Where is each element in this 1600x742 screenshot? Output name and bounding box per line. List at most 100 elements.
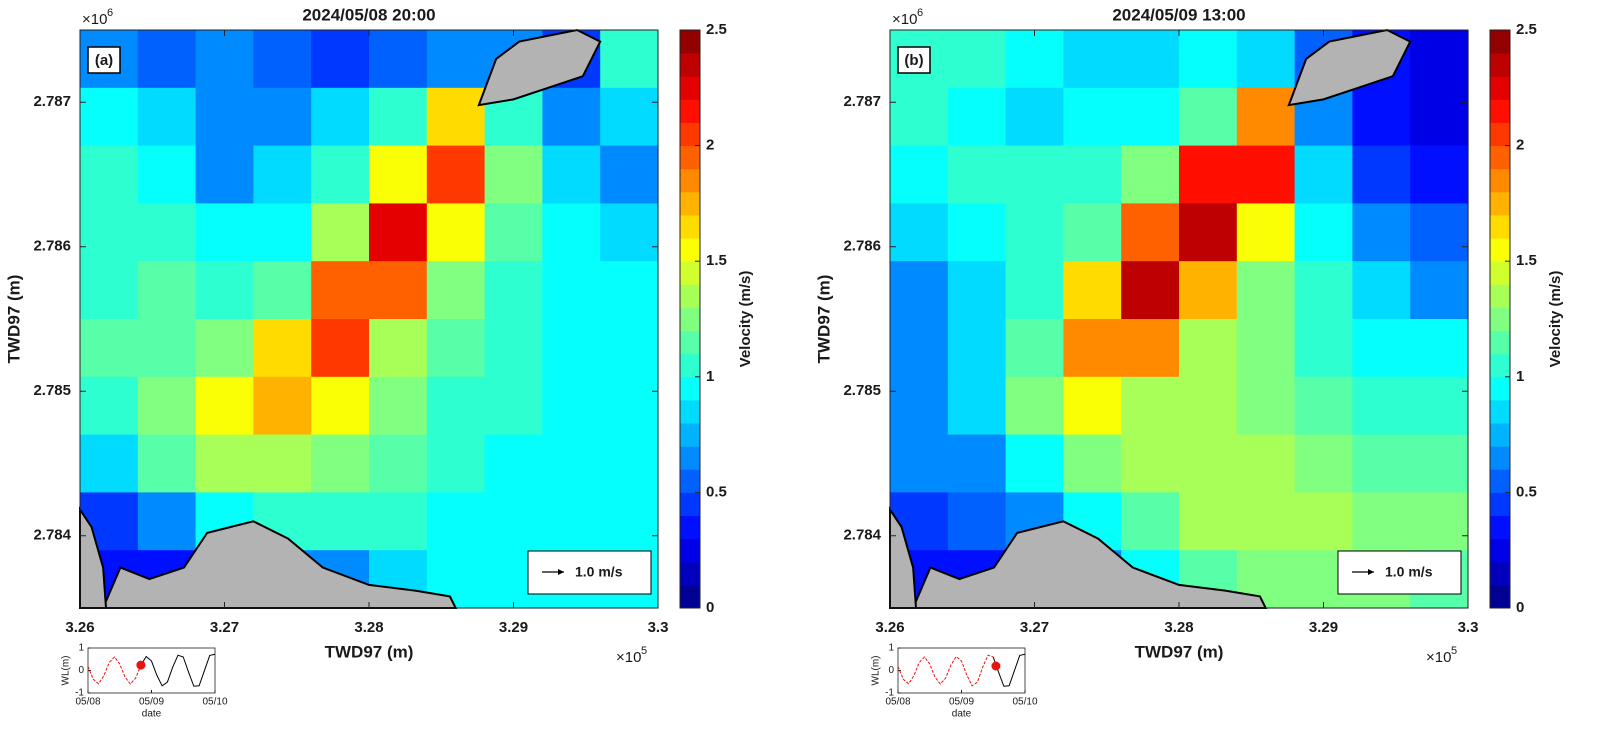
colorbar-segment: [1490, 214, 1510, 239]
velocity-cell: [600, 87, 659, 147]
velocity-cell: [1294, 261, 1353, 320]
velocity-cell: [1121, 376, 1180, 436]
colorbar-segment: [1490, 168, 1510, 193]
colorbar-segment: [1490, 30, 1510, 54]
colorbar-segment: [680, 423, 700, 447]
y-tick-label: 2.785: [843, 382, 881, 399]
velocity-cell: [1410, 434, 1469, 493]
velocity-cell: [137, 492, 197, 551]
colorbar-segment: [1490, 399, 1510, 424]
velocity-cell: [947, 376, 1007, 436]
x-axis-label: TWD97 (m): [1135, 642, 1224, 661]
velocity-cell: [1063, 434, 1122, 493]
velocity-cell: [1352, 492, 1411, 551]
velocity-cell: [1121, 261, 1180, 320]
velocity-cell: [195, 261, 254, 320]
velocity-cell: [1294, 203, 1353, 262]
velocity-cell: [1236, 87, 1296, 147]
velocity-cell: [253, 30, 312, 89]
velocity-cell: [369, 30, 428, 89]
velocity-cell: [600, 145, 659, 204]
velocity-cell: [890, 376, 949, 436]
velocity-cell: [1236, 492, 1296, 551]
colorbar-tick-label: 1: [706, 368, 714, 385]
velocity-cell: [1121, 434, 1180, 493]
chart-title: 2024/05/09 13:00: [1112, 5, 1245, 24]
inset-y-tick-label: -1: [75, 688, 84, 699]
colorbar-segment: [1490, 145, 1510, 170]
velocity-cell: [137, 434, 197, 493]
velocity-cell: [1179, 492, 1238, 551]
velocity-cell: [542, 145, 601, 204]
velocity-cell: [542, 376, 601, 436]
velocity-cell: [1005, 319, 1064, 378]
velocity-cell: [253, 261, 312, 320]
velocity-cell: [600, 434, 659, 493]
colorbar-segment: [680, 561, 700, 586]
x-tick-label: 3.3: [648, 619, 669, 636]
velocity-cell: [426, 203, 486, 262]
velocity-cell: [1410, 87, 1469, 147]
velocity-cell: [484, 203, 543, 262]
velocity-cell: [195, 376, 254, 436]
velocity-cell: [1236, 376, 1296, 436]
y-multiplier: ×10: [892, 11, 917, 28]
velocity-cell: [253, 145, 312, 204]
quiver-key-arrowhead: [1368, 569, 1374, 575]
velocity-cell: [426, 376, 486, 436]
x-multiplier-exponent: 5: [641, 645, 647, 657]
colorbar-segment: [680, 214, 700, 239]
colorbar-segment: [1490, 492, 1510, 517]
colorbar-segment: [680, 399, 700, 424]
velocity-cell: [1410, 30, 1469, 89]
land: [101, 520, 458, 609]
velocity-cell: [195, 319, 254, 378]
velocity-cell: [1063, 319, 1122, 378]
velocity-cell: [80, 203, 139, 262]
velocity-cell: [426, 30, 486, 89]
velocity-cell: [1294, 376, 1353, 436]
quiver-key-label: 1.0 m/s: [1385, 564, 1433, 580]
colorbar-tick-label: 2: [1516, 137, 1524, 154]
velocity-cell: [311, 492, 370, 551]
colorbar-segment: [1490, 561, 1510, 586]
velocity-cell: [1121, 319, 1180, 378]
velocity-cell: [484, 376, 543, 436]
colorbar-segment: [1490, 122, 1510, 147]
velocity-cell: [137, 203, 197, 262]
colorbar-segment: [1490, 446, 1510, 470]
velocity-cell: [426, 492, 486, 551]
velocity-cell: [600, 376, 659, 436]
velocity-cell: [311, 145, 370, 204]
water-level-line: [897, 654, 994, 687]
velocity-cell: [253, 87, 312, 147]
velocity-cell: [1236, 203, 1296, 262]
colorbar-segment: [1490, 76, 1510, 100]
inset-y-tick-label: 0: [888, 665, 894, 676]
velocity-cell: [1005, 145, 1064, 204]
velocity-cell: [542, 434, 601, 493]
velocity-cell: [890, 203, 949, 262]
velocity-cell: [311, 261, 370, 320]
colorbar-segment: [680, 99, 700, 123]
velocity-cell: [1063, 145, 1122, 204]
velocity-cell: [80, 319, 139, 378]
inset-y-label: WL(m): [871, 656, 882, 686]
velocity-cell: [369, 376, 428, 436]
panel-label: (a): [95, 52, 113, 69]
colorbar-frame: [1489, 29, 1511, 609]
velocity-cell: [947, 261, 1007, 320]
velocity-cell: [426, 434, 486, 493]
quiver-key-box: [527, 550, 652, 595]
velocity-cell: [426, 87, 486, 147]
velocity-cell: [947, 319, 1007, 378]
velocity-cell: [542, 203, 601, 262]
velocity-cell: [1352, 376, 1411, 436]
colorbar-segment: [680, 446, 700, 470]
velocity-cell: [426, 261, 486, 320]
velocity-cell: [426, 145, 486, 204]
colorbar-segment: [680, 307, 700, 332]
velocity-cell: [195, 203, 254, 262]
inset-x-tick-label: 05/10: [1012, 697, 1037, 708]
